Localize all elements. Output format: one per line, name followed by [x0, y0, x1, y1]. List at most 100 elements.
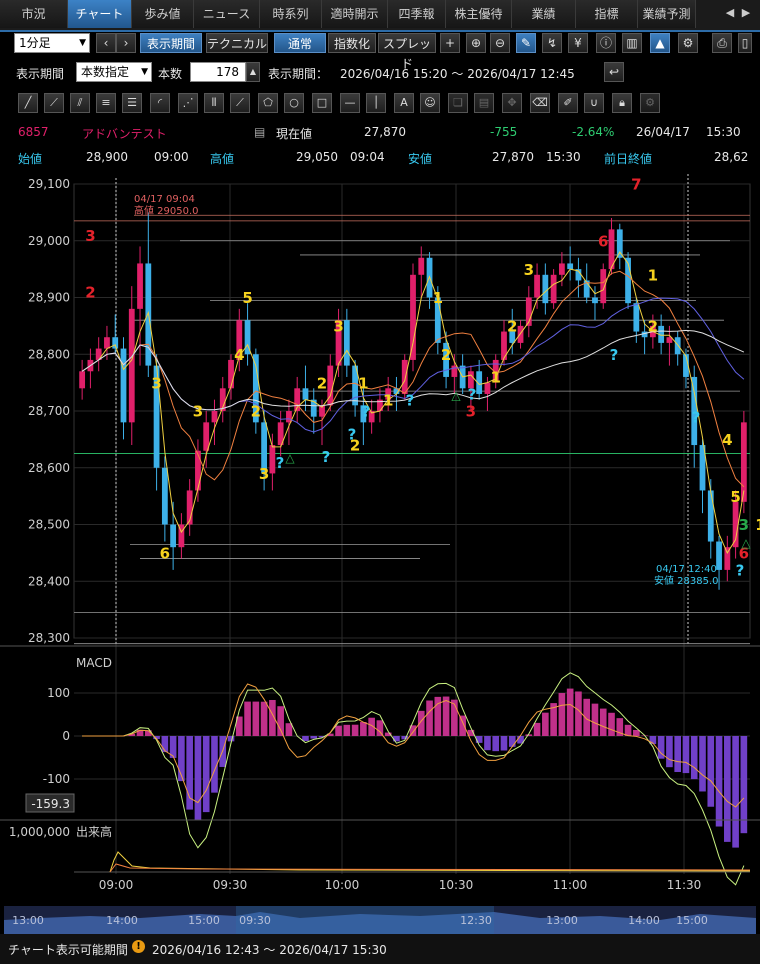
question-marker: ? — [468, 386, 477, 404]
candle-body — [633, 303, 640, 332]
period-mode-select[interactable]: 本数指定 ▼ — [76, 62, 152, 82]
display-period-button[interactable]: 表示期間 — [140, 33, 202, 53]
macd-bar — [616, 718, 624, 736]
line-tool-icon[interactable]: ╱ — [18, 93, 38, 113]
ruler-tool-icon[interactable]: ⟋ — [44, 93, 64, 113]
arc-tool-icon[interactable]: ◜ — [150, 93, 170, 113]
macd-bar — [724, 736, 731, 842]
candle-body — [658, 325, 665, 343]
gann-tool-icon[interactable]: ⟋ — [230, 93, 250, 113]
moving-average-line — [81, 329, 745, 411]
tab-indicators[interactable]: 指標 — [576, 0, 638, 28]
circle-tool-icon[interactable]: ○ — [284, 93, 304, 113]
triangle-marker: △ — [285, 451, 295, 465]
tab-performance[interactable]: 業績 — [512, 0, 576, 28]
pentagon-tool-icon[interactable]: ⬠ — [258, 93, 278, 113]
interval-select[interactable]: 1分足 ▼ — [14, 33, 90, 53]
macd-bar — [417, 710, 425, 736]
fan-tool-icon[interactable]: ⋰ — [178, 93, 198, 113]
volume-ma-line — [109, 863, 751, 873]
print-icon[interactable]: ⎙ — [712, 33, 732, 53]
eraser-tool-icon[interactable]: ⌫ — [530, 93, 550, 113]
tab-forecast[interactable]: 業績予測 — [638, 0, 696, 28]
macd-bar — [235, 716, 243, 736]
settings-tool-icon[interactable]: ⚙ — [640, 93, 660, 113]
yen-icon[interactable]: ¥ — [568, 33, 588, 53]
reset-icon[interactable]: ↩ — [604, 62, 624, 82]
period-label: 表示期間 — [16, 67, 65, 81]
macd-bar — [145, 730, 152, 736]
vline-tool-icon[interactable]: │ — [366, 93, 386, 113]
tab-next-icon[interactable]: ▶ — [741, 6, 751, 19]
count-marker: 1 — [433, 289, 443, 307]
candle-body — [410, 274, 416, 360]
candle-body — [517, 325, 524, 343]
tab-timeseries[interactable]: 時系列 — [260, 0, 322, 28]
macd-bar — [715, 736, 723, 827]
count-stepper[interactable]: ▲ — [246, 62, 260, 82]
candle-body — [269, 445, 276, 474]
copy-tool-icon[interactable]: ❏ — [448, 93, 468, 113]
tab-market[interactable]: 市況 — [0, 0, 68, 28]
info-icon[interactable]: ⓘ — [596, 33, 616, 53]
zoom-in-icon[interactable]: ⊕ — [466, 33, 486, 53]
macd-bar — [624, 724, 632, 736]
fib-tool-icon[interactable]: ☰ — [122, 93, 142, 113]
prev-close-label: 前日終値 — [604, 152, 653, 166]
normal-button[interactable]: 通常 — [274, 33, 326, 53]
high-value: 29,050 — [296, 150, 338, 164]
macd-bar — [550, 703, 557, 736]
quote-date: 26/04/17 — [636, 125, 690, 139]
macd-bar — [475, 736, 483, 743]
technical-button[interactable]: テクニカル — [206, 33, 268, 53]
candle-body — [501, 331, 507, 360]
wrench-icon[interactable]: ⚙ — [678, 33, 698, 53]
my-chart-icon[interactable]: ▥ — [622, 33, 642, 53]
tab-shikiho[interactable]: 四季報 — [388, 0, 446, 28]
vlines-tool-icon[interactable]: ⦀ — [204, 93, 224, 113]
low-label: 安値 — [408, 152, 433, 166]
tab-prev-icon[interactable]: ◀ — [725, 6, 735, 19]
candle-body — [137, 263, 143, 309]
count-input[interactable]: 178 — [190, 62, 246, 82]
magnet-tool-icon[interactable]: ∪ — [584, 93, 604, 113]
spread-button[interactable]: スプレッド — [378, 33, 436, 71]
mountain-chart-icon[interactable]: ▲ — [650, 33, 670, 53]
macd-bar — [318, 736, 326, 738]
channel-tool-icon[interactable]: ⫽ — [70, 93, 90, 113]
range-value: 2026/04/16 15:20 ～ 2026/04/17 12:45 — [340, 67, 575, 81]
paste-tool-icon[interactable]: ▤ — [474, 93, 494, 113]
candle-body — [104, 337, 110, 349]
hline-tool-icon[interactable]: — — [340, 93, 360, 113]
tab-chart[interactable]: チャート — [68, 0, 132, 28]
candle-body — [683, 354, 689, 377]
candle-body — [393, 388, 400, 394]
tab-news[interactable]: ニュース — [194, 0, 260, 28]
count-label: 本数 — [158, 67, 183, 81]
copy-icon[interactable]: ▯ — [738, 33, 752, 53]
hlines-tool-icon[interactable]: ≡ — [96, 93, 116, 113]
text-tool-icon[interactable]: A — [394, 93, 414, 113]
tab-tick[interactable]: 歩み値 — [132, 0, 194, 28]
crosshair-icon[interactable]: + — [440, 33, 460, 53]
candle-body — [319, 405, 325, 417]
index-button[interactable]: 指数化 — [328, 33, 376, 53]
rect-tool-icon[interactable]: □ — [312, 93, 332, 113]
candle-body — [277, 422, 284, 446]
pen-icon[interactable]: ✎ — [516, 33, 536, 53]
tab-benefits[interactable]: 株主優待 — [446, 0, 512, 28]
chevron-right-icon[interactable]: › — [116, 33, 136, 53]
stamp-tool-icon[interactable]: ☺ — [420, 93, 440, 113]
chevron-left-icon[interactable]: ‹ — [96, 33, 116, 53]
tab-disclosure[interactable]: 適時開示 — [322, 0, 388, 28]
question-marker: ? — [276, 454, 285, 472]
candle-body — [327, 365, 334, 406]
price-chart[interactable]: 29,100 29,000 28,900 28,800 28,700 28,600 28,5… — [0, 168, 760, 934]
lock-tool-icon[interactable]: 🔒︎ — [612, 93, 632, 113]
erase-all-tool-icon[interactable]: ✐ — [558, 93, 578, 113]
signal-icon[interactable]: ↯ — [542, 33, 562, 53]
candle-body — [534, 274, 540, 298]
move-tool-icon[interactable]: ✥ — [502, 93, 522, 113]
overview-tick-label: 09:30 — [239, 914, 271, 927]
zoom-out-icon[interactable]: ⊖ — [490, 33, 510, 53]
